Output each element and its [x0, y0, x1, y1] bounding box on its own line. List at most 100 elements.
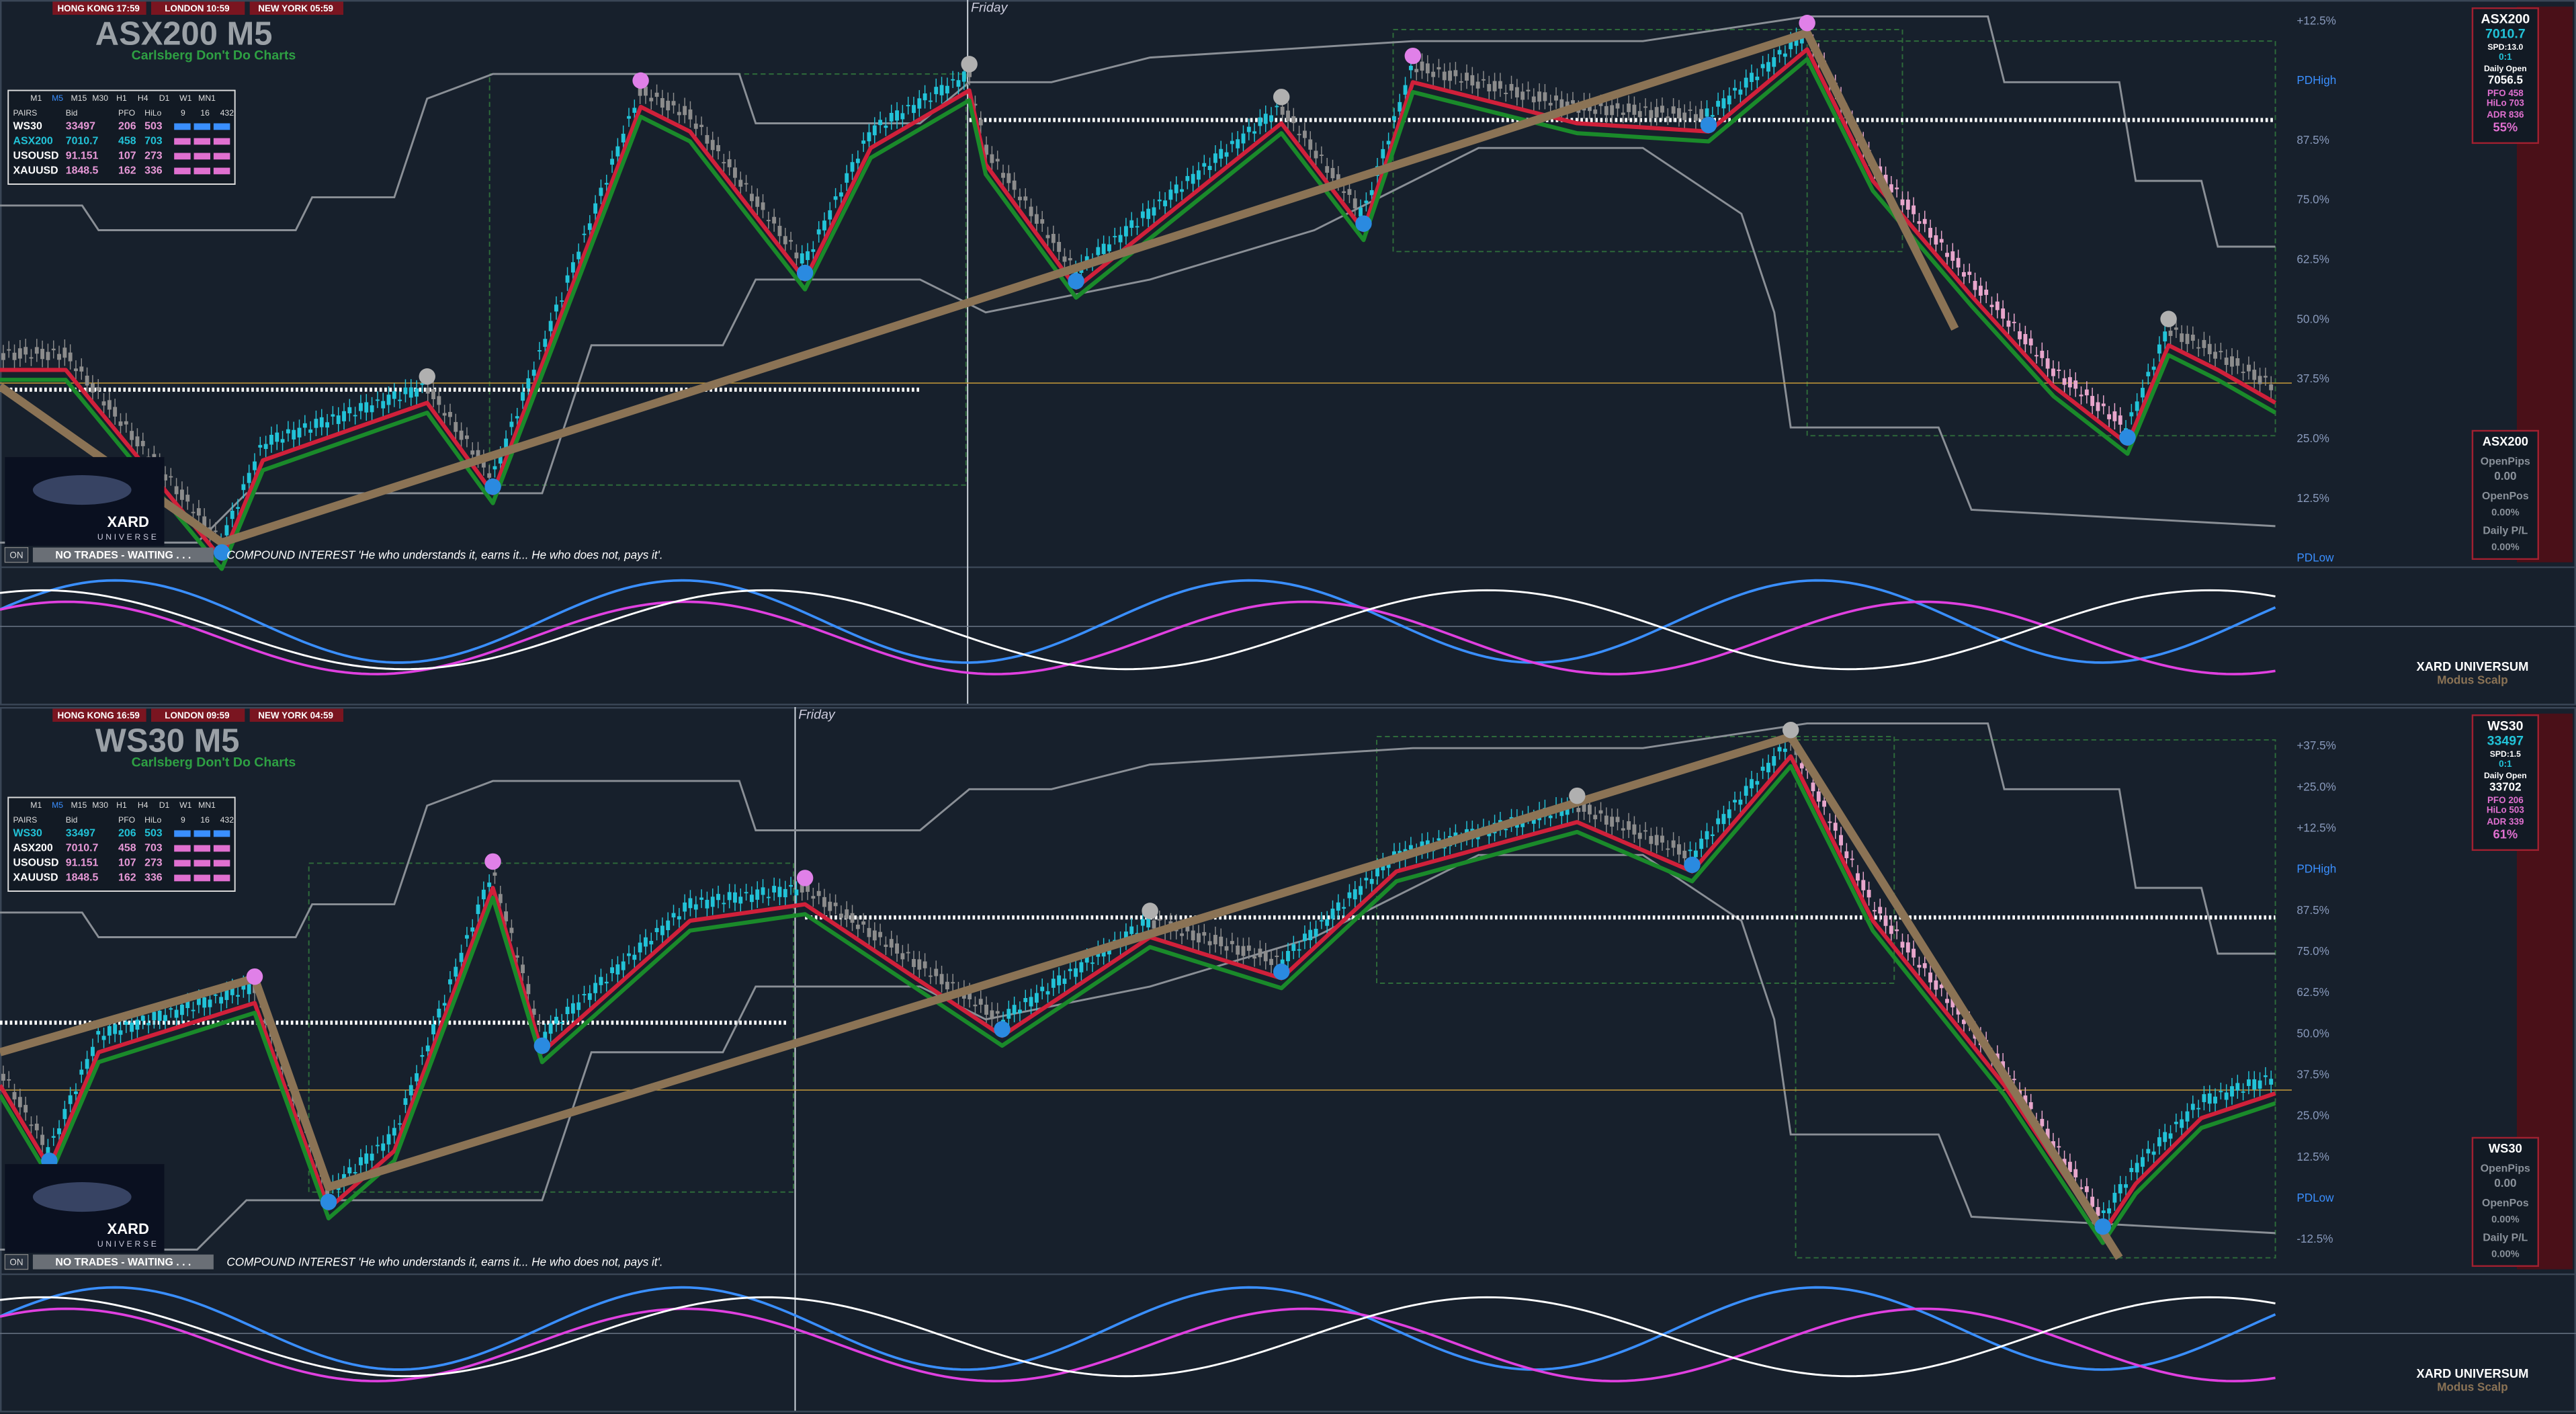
timeframe-label[interactable]: H4 [138, 800, 148, 810]
candle-body [336, 415, 341, 424]
candle-body [2141, 1157, 2145, 1167]
timeframe-label[interactable]: M30 [92, 93, 108, 103]
candle-body [604, 981, 609, 984]
pair-name[interactable]: XAUUSD [13, 872, 58, 884]
candle-body [7, 1079, 11, 1081]
candle-body [1912, 948, 1916, 958]
candle-body [1872, 910, 1877, 912]
candle-body [2263, 1075, 2268, 1077]
candle-body [247, 984, 251, 995]
candle-body [1408, 65, 1413, 71]
pair-name[interactable]: WS30 [13, 121, 42, 132]
candle-body [1828, 821, 1832, 823]
candle-body [107, 1026, 112, 1036]
toggle-label[interactable]: ON [9, 1257, 23, 1267]
candle-body [1263, 951, 1268, 962]
account-symbol: ASX200 [2483, 434, 2528, 448]
candle-body [2023, 334, 2028, 345]
timeframe-label[interactable]: H1 [116, 93, 127, 103]
timeframe-label[interactable]: D1 [159, 800, 170, 810]
candle-body [1353, 198, 1357, 209]
pair-value: 336 [144, 165, 163, 177]
candle-body [1034, 214, 1039, 224]
candle-body [1571, 100, 1575, 104]
timeframe-label[interactable]: D1 [159, 93, 170, 103]
candle-body [912, 105, 916, 114]
chart-panel: Friday HONG KONG 17:59 LONDON 10:59 NEW YOR… [0, 0, 2576, 706]
trend-indicator [174, 167, 191, 175]
candle-body [560, 1022, 564, 1024]
candle-body [1939, 239, 1944, 243]
info-price: 7010.7 [2485, 27, 2526, 42]
status-message: NO TRADES - WAITING . . . [55, 1257, 191, 1268]
candle-body [878, 120, 883, 126]
toggle-label[interactable]: ON [9, 550, 23, 560]
info-daily-open: 33702 [2489, 780, 2522, 793]
candle-body [2129, 1167, 2134, 1173]
pair-name[interactable]: WS30 [13, 828, 42, 839]
candle-body [833, 903, 838, 907]
timeframe-label[interactable]: M15 [71, 93, 87, 103]
timeframe-label[interactable]: M30 [92, 800, 108, 810]
candle-body [1688, 849, 1692, 851]
toggle-button[interactable] [4, 547, 29, 563]
candle-body [1738, 799, 1743, 805]
candle-body [2157, 1137, 2161, 1147]
timeframe-label[interactable]: M1 [30, 800, 42, 810]
candle-body [1459, 81, 1463, 83]
timeframe-label[interactable]: M15 [71, 800, 87, 810]
pair-name[interactable]: XAUUSD [13, 165, 58, 177]
candle-body [62, 347, 67, 358]
candle-body [929, 100, 933, 102]
timeframe-label[interactable]: MN1 [198, 93, 216, 103]
candle-body [1236, 139, 1240, 149]
timeframe-label[interactable]: H1 [116, 800, 127, 810]
candle-body [386, 394, 391, 405]
candle-body [1604, 106, 1608, 116]
timeframe-label[interactable]: MN1 [198, 800, 216, 810]
candle-body [806, 251, 810, 260]
candle-body [1096, 247, 1101, 255]
candle-body [632, 108, 637, 113]
timeframe-label[interactable]: M5 [52, 93, 63, 103]
candle-body [929, 975, 933, 977]
candle-body [1246, 945, 1251, 951]
candle-body [660, 97, 664, 108]
candle-body [744, 183, 748, 185]
candle-body [1392, 116, 1396, 121]
timeframe-label[interactable]: W1 [179, 93, 192, 103]
candle-body [615, 146, 620, 157]
candle-body [163, 474, 167, 481]
pair-name[interactable]: USOUSD [13, 858, 59, 869]
pair-name[interactable]: ASX200 [13, 136, 53, 147]
pair-name[interactable]: USOUSD [13, 151, 59, 162]
candle-body [90, 1046, 95, 1056]
candle-body [325, 422, 330, 428]
candle-body [2023, 1095, 2028, 1106]
candle-body [263, 444, 268, 450]
candle-body [1414, 69, 1419, 73]
clock-box [151, 1, 245, 15]
candle-body [1900, 199, 1905, 206]
swing-low-marker [320, 1194, 337, 1210]
timeframe-label[interactable]: W1 [179, 800, 192, 810]
candle-body [1967, 272, 1972, 276]
candle-body [1777, 50, 1782, 54]
timeframe-label[interactable]: H4 [138, 93, 148, 103]
candle-body [867, 927, 871, 938]
timeframe-label[interactable]: M1 [30, 93, 42, 103]
candle-body [1062, 979, 1067, 985]
toggle-button[interactable] [4, 1254, 29, 1270]
candle-body [1811, 782, 1815, 792]
candle-body [1822, 800, 1827, 807]
candle-body [968, 69, 972, 77]
candle-body [470, 450, 475, 455]
timeframe-label[interactable]: M5 [52, 800, 63, 810]
pair-name[interactable]: ASX200 [13, 843, 53, 854]
candle-body [353, 415, 357, 417]
candle-body [917, 98, 922, 109]
candle-body [135, 1020, 140, 1030]
candle-body [951, 79, 955, 81]
candle-body [2107, 1208, 2112, 1214]
trend-indicator [194, 874, 210, 882]
